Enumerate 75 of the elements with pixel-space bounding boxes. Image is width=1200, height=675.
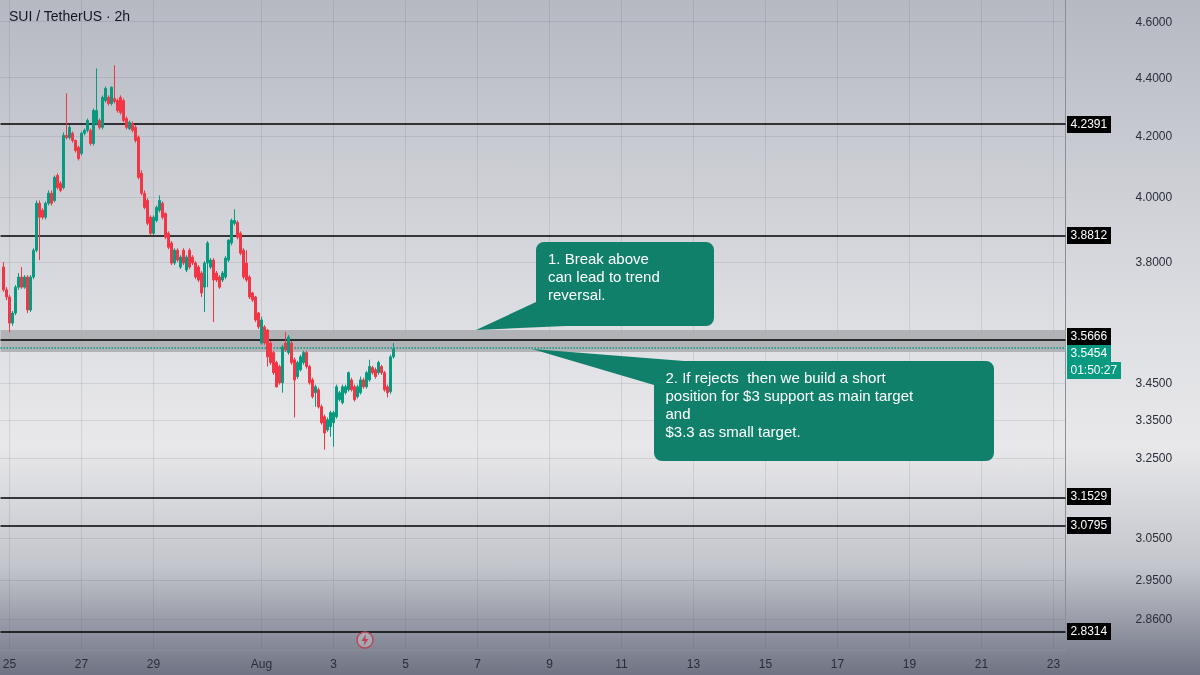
x-tick-label: 9: [546, 657, 554, 671]
y-tick-label: 3.8000: [1135, 254, 1173, 269]
candlestick: [176, 247, 179, 263]
x-tick-label: 25: [2, 657, 17, 671]
candlestick: [359, 376, 362, 396]
candlestick: [80, 131, 83, 157]
candlestick: [284, 331, 287, 353]
ref-line-label: 2.8314: [1066, 622, 1112, 640]
candlestick: [266, 328, 269, 368]
candlestick: [89, 128, 92, 147]
ref-line-label: 3.5666: [1066, 328, 1112, 346]
y-tick-label: 2.8600: [1135, 611, 1173, 626]
candlestick: [68, 124, 71, 141]
x-tick-label: Aug: [250, 657, 273, 671]
candlestick: [362, 377, 365, 390]
annotation: 2. If rejects then we build a short position for $3 support as main target and $3.3 as small target.: [665, 368, 914, 441]
candlestick: [53, 174, 56, 203]
x-tick-label: 21: [974, 657, 989, 671]
candlestick: [377, 360, 380, 376]
y-tick-label: 4.2000: [1135, 128, 1173, 143]
text: 01:50:27: [1066, 362, 1122, 380]
annotation: 1. Break above can lead to trend reversal.: [548, 250, 660, 305]
candlestick: [65, 92, 68, 141]
y-tick-label: 3.0500: [1135, 531, 1173, 546]
candlestick: [26, 274, 29, 314]
y-tick-label: 3.2500: [1135, 451, 1173, 466]
ref-line-label: 3.0795: [1066, 517, 1112, 535]
ref-line-label: 3.8812: [1066, 226, 1112, 244]
x-tick-label: 23: [1046, 657, 1061, 671]
y-tick-label: 4.4000: [1135, 70, 1173, 85]
y-tick-label: 4.0000: [1135, 190, 1173, 205]
x-tick-label: 19: [902, 657, 917, 671]
x-tick-label: 11: [615, 657, 629, 671]
candlestick: [110, 85, 113, 107]
x-tick-label: 13: [686, 657, 701, 671]
candlestick: [173, 247, 176, 266]
candlestick: [23, 274, 26, 290]
candlestick: [374, 367, 377, 380]
x-tick-label: 27: [74, 657, 89, 671]
candlestick: [86, 117, 89, 133]
x-tick-label: 3: [330, 657, 338, 671]
candlestick: [128, 120, 131, 131]
candlestick: [107, 94, 110, 107]
y-tick-label: 4.6000: [1135, 14, 1173, 29]
candlestick: [56, 172, 59, 190]
candlestick: [218, 274, 221, 290]
candlestick: [314, 384, 317, 408]
ref-line-label: 3.5454: [1066, 345, 1112, 363]
candlestick: [212, 257, 215, 323]
x-tick-label: 17: [830, 657, 845, 671]
candlestick: [287, 334, 290, 356]
candlestick: [179, 254, 182, 270]
y-tick-label: 2.9500: [1135, 572, 1173, 587]
candlestick: [347, 371, 350, 393]
candlestick: [185, 254, 188, 273]
x-tick-label: 5: [402, 657, 410, 671]
y-tick-label: 3.3500: [1135, 413, 1173, 428]
candlestick: [278, 364, 281, 386]
candlestick: [188, 247, 191, 270]
candlestick: [98, 117, 101, 130]
candlestick: [50, 189, 53, 206]
ref-line-label: 3.1529: [1066, 487, 1112, 505]
text: SUI / TetherUS · 2h: [9, 8, 131, 24]
candlestick: [260, 316, 263, 346]
y-tick-label: 3.4500: [1135, 376, 1173, 391]
x-tick-label: 29: [146, 657, 161, 671]
candlestick: [182, 247, 185, 266]
candlestick: [62, 131, 65, 190]
ref-line-label: 4.2391: [1066, 115, 1112, 133]
x-tick-label: 7: [474, 657, 482, 671]
candlestick: [371, 365, 374, 376]
candlestick: [20, 266, 23, 290]
candlestick: [341, 384, 344, 405]
x-tick-label: 15: [758, 657, 773, 671]
candlestick: [38, 199, 41, 261]
